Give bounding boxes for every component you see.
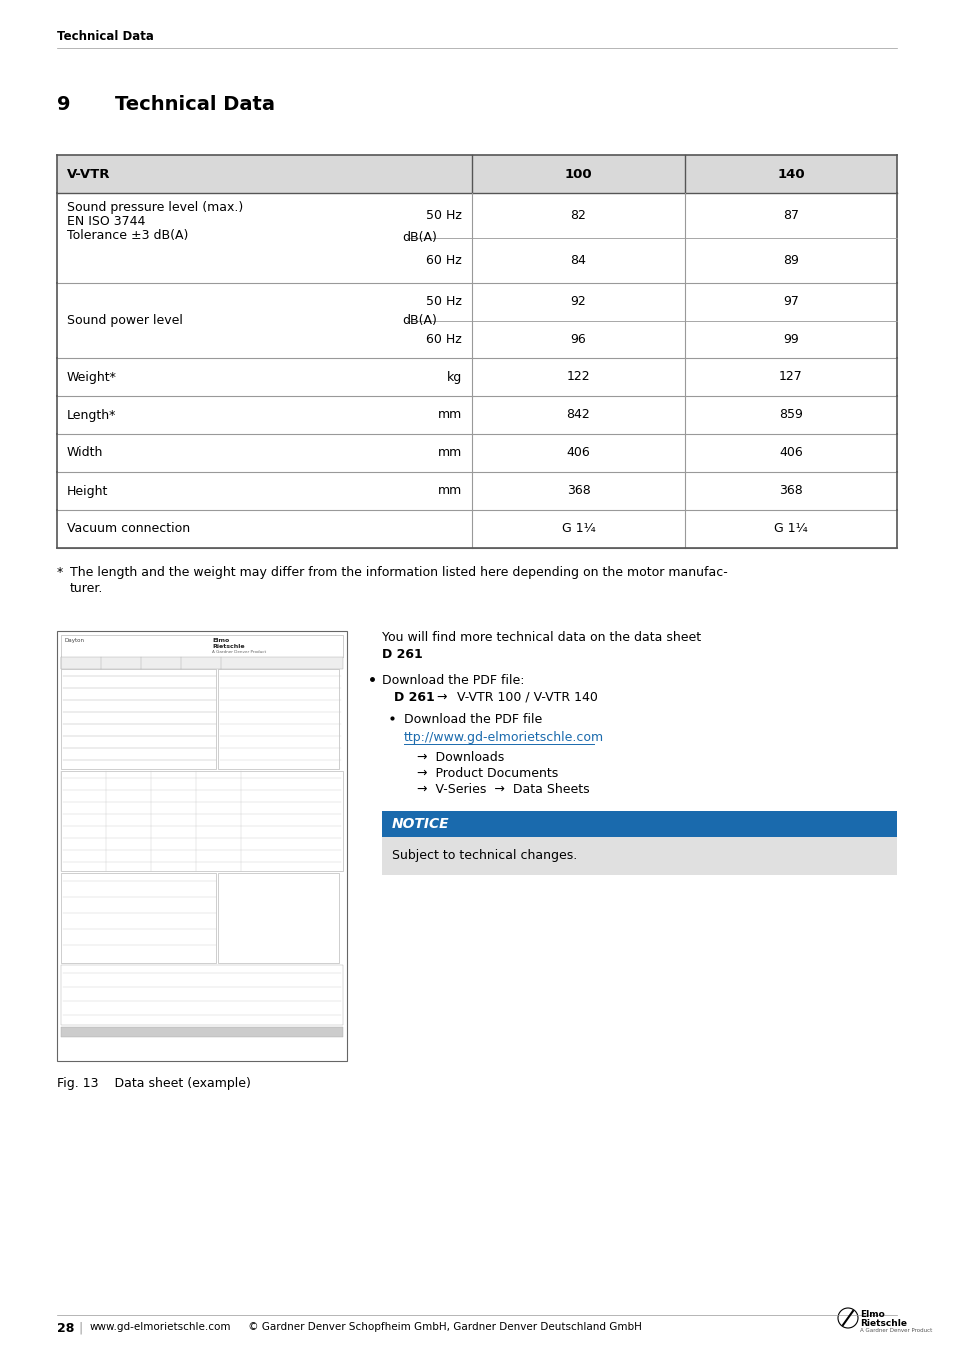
Text: 60 Hz: 60 Hz — [426, 332, 461, 346]
Bar — [61, 657, 343, 670]
Text: 368: 368 — [779, 485, 802, 498]
Text: A Gardner Denver Product: A Gardner Denver Product — [212, 649, 266, 653]
Text: 406: 406 — [566, 447, 590, 459]
Text: 50 Hz: 50 Hz — [426, 296, 461, 308]
Text: 50 Hz: 50 Hz — [426, 209, 461, 221]
Text: Download the PDF file:: Download the PDF file: — [381, 674, 524, 687]
Bar — [218, 873, 338, 963]
Text: 99: 99 — [782, 332, 798, 346]
Text: mm: mm — [437, 485, 461, 498]
Text: Subject to technical changes.: Subject to technical changes. — [392, 849, 577, 863]
Text: Length*: Length* — [67, 409, 116, 421]
Text: Technical Data: Technical Data — [115, 95, 274, 113]
Bar — [381, 811, 896, 837]
Text: You will find more technical data on the data sheet: You will find more technical data on the… — [381, 630, 700, 644]
Text: Rietschle: Rietschle — [859, 1319, 906, 1328]
Bar — [57, 155, 896, 193]
Text: V-VTR 100 / V-VTR 140: V-VTR 100 / V-VTR 140 — [456, 691, 598, 703]
Text: D 261: D 261 — [394, 691, 435, 703]
Text: 842: 842 — [566, 409, 590, 421]
Text: 140: 140 — [777, 167, 804, 181]
Text: Dayton: Dayton — [65, 639, 85, 643]
Bar — [61, 670, 216, 770]
Bar — [218, 670, 338, 770]
Text: Tolerance ±3 dB(A): Tolerance ±3 dB(A) — [67, 230, 188, 242]
Bar — [381, 837, 896, 875]
Text: www.gd-elmorietschle.com: www.gd-elmorietschle.com — [90, 1322, 232, 1332]
Text: 100: 100 — [564, 167, 592, 181]
Text: →  V-Series  →  Data Sheets: → V-Series → Data Sheets — [416, 783, 589, 796]
Bar — [61, 965, 343, 1025]
Bar — [61, 873, 216, 963]
Text: Weight*: Weight* — [67, 370, 117, 383]
Text: A Gardner Denver Product: A Gardner Denver Product — [859, 1328, 931, 1332]
Text: G 1¹⁄₄: G 1¹⁄₄ — [773, 522, 807, 536]
Text: 368: 368 — [566, 485, 590, 498]
Text: Fig. 13    Data sheet (example): Fig. 13 Data sheet (example) — [57, 1077, 251, 1089]
Text: Elmo: Elmo — [212, 639, 229, 643]
Text: © Gardner Denver Schopfheim GmbH, Gardner Denver Deutschland GmbH: © Gardner Denver Schopfheim GmbH, Gardne… — [245, 1322, 641, 1332]
Text: 9: 9 — [57, 95, 71, 113]
Text: *: * — [57, 566, 63, 579]
Bar — [61, 771, 343, 871]
Text: Elmo: Elmo — [859, 1310, 883, 1319]
Text: 87: 87 — [782, 209, 799, 221]
Text: 60 Hz: 60 Hz — [426, 254, 461, 267]
Text: 122: 122 — [566, 370, 590, 383]
Text: Width: Width — [67, 447, 103, 459]
Text: Technical Data: Technical Data — [57, 30, 153, 43]
Text: →  Product Documents: → Product Documents — [416, 767, 558, 780]
Text: |: | — [78, 1322, 82, 1335]
Text: V-VTR: V-VTR — [67, 167, 111, 181]
Text: kg: kg — [446, 370, 461, 383]
Text: Sound pressure level (max.): Sound pressure level (max.) — [67, 201, 243, 215]
Text: →: → — [436, 691, 446, 703]
Bar — [61, 634, 343, 657]
Bar — [61, 1027, 343, 1037]
Text: Sound power level: Sound power level — [67, 315, 183, 327]
Text: 97: 97 — [782, 296, 798, 308]
Text: 28: 28 — [57, 1322, 74, 1335]
Text: mm: mm — [437, 447, 461, 459]
Text: mm: mm — [437, 409, 461, 421]
Text: 92: 92 — [570, 296, 586, 308]
Text: 859: 859 — [779, 409, 802, 421]
Text: Height: Height — [67, 485, 109, 498]
Text: 84: 84 — [570, 254, 586, 267]
Text: 89: 89 — [782, 254, 798, 267]
Text: →  Downloads: → Downloads — [416, 751, 504, 764]
Bar — [57, 630, 347, 1061]
Text: 127: 127 — [779, 370, 802, 383]
Text: turer.: turer. — [70, 582, 103, 595]
Text: NOTICE: NOTICE — [392, 817, 449, 832]
Text: EN ISO 3744: EN ISO 3744 — [67, 215, 145, 228]
Text: G 1¹⁄₄: G 1¹⁄₄ — [561, 522, 595, 536]
Text: 96: 96 — [570, 332, 586, 346]
Text: dB(A): dB(A) — [401, 231, 436, 244]
Text: 82: 82 — [570, 209, 586, 221]
Text: 406: 406 — [779, 447, 802, 459]
Text: The length and the weight may differ from the information listed here depending : The length and the weight may differ fro… — [70, 566, 727, 579]
Text: Vacuum connection: Vacuum connection — [67, 522, 190, 536]
Text: Rietschle: Rietschle — [212, 644, 244, 649]
Text: D 261: D 261 — [381, 648, 422, 662]
Text: Download the PDF file: Download the PDF file — [403, 713, 541, 726]
Text: dB(A): dB(A) — [401, 315, 436, 327]
Text: ttp://www.gd-elmorietschle.com: ttp://www.gd-elmorietschle.com — [403, 730, 603, 744]
